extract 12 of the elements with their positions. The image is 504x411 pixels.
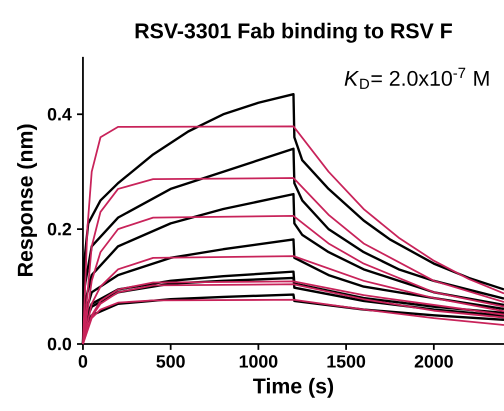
annotation: K$_{D}$= 2.0x10$^{-7}$ M [344,68,489,89]
y-axis-title: Response (nm) [17,124,37,276]
x-tick-label: 2000 [414,355,453,368]
y-tick-label: 0.0 [48,338,72,350]
y-tick-label: 0.4 [48,108,72,121]
x-tick-label: 500 [156,355,185,368]
x-tick-label: 0 [78,355,88,368]
chart-title: RSV-3301 Fab binding to RSV F [136,22,452,43]
x-tick-label: 1000 [240,355,278,368]
x-tick-label: 1500 [327,355,366,368]
y-tick-label: 0.2 [48,222,72,236]
x-axis-title: Time (s) [253,378,334,398]
